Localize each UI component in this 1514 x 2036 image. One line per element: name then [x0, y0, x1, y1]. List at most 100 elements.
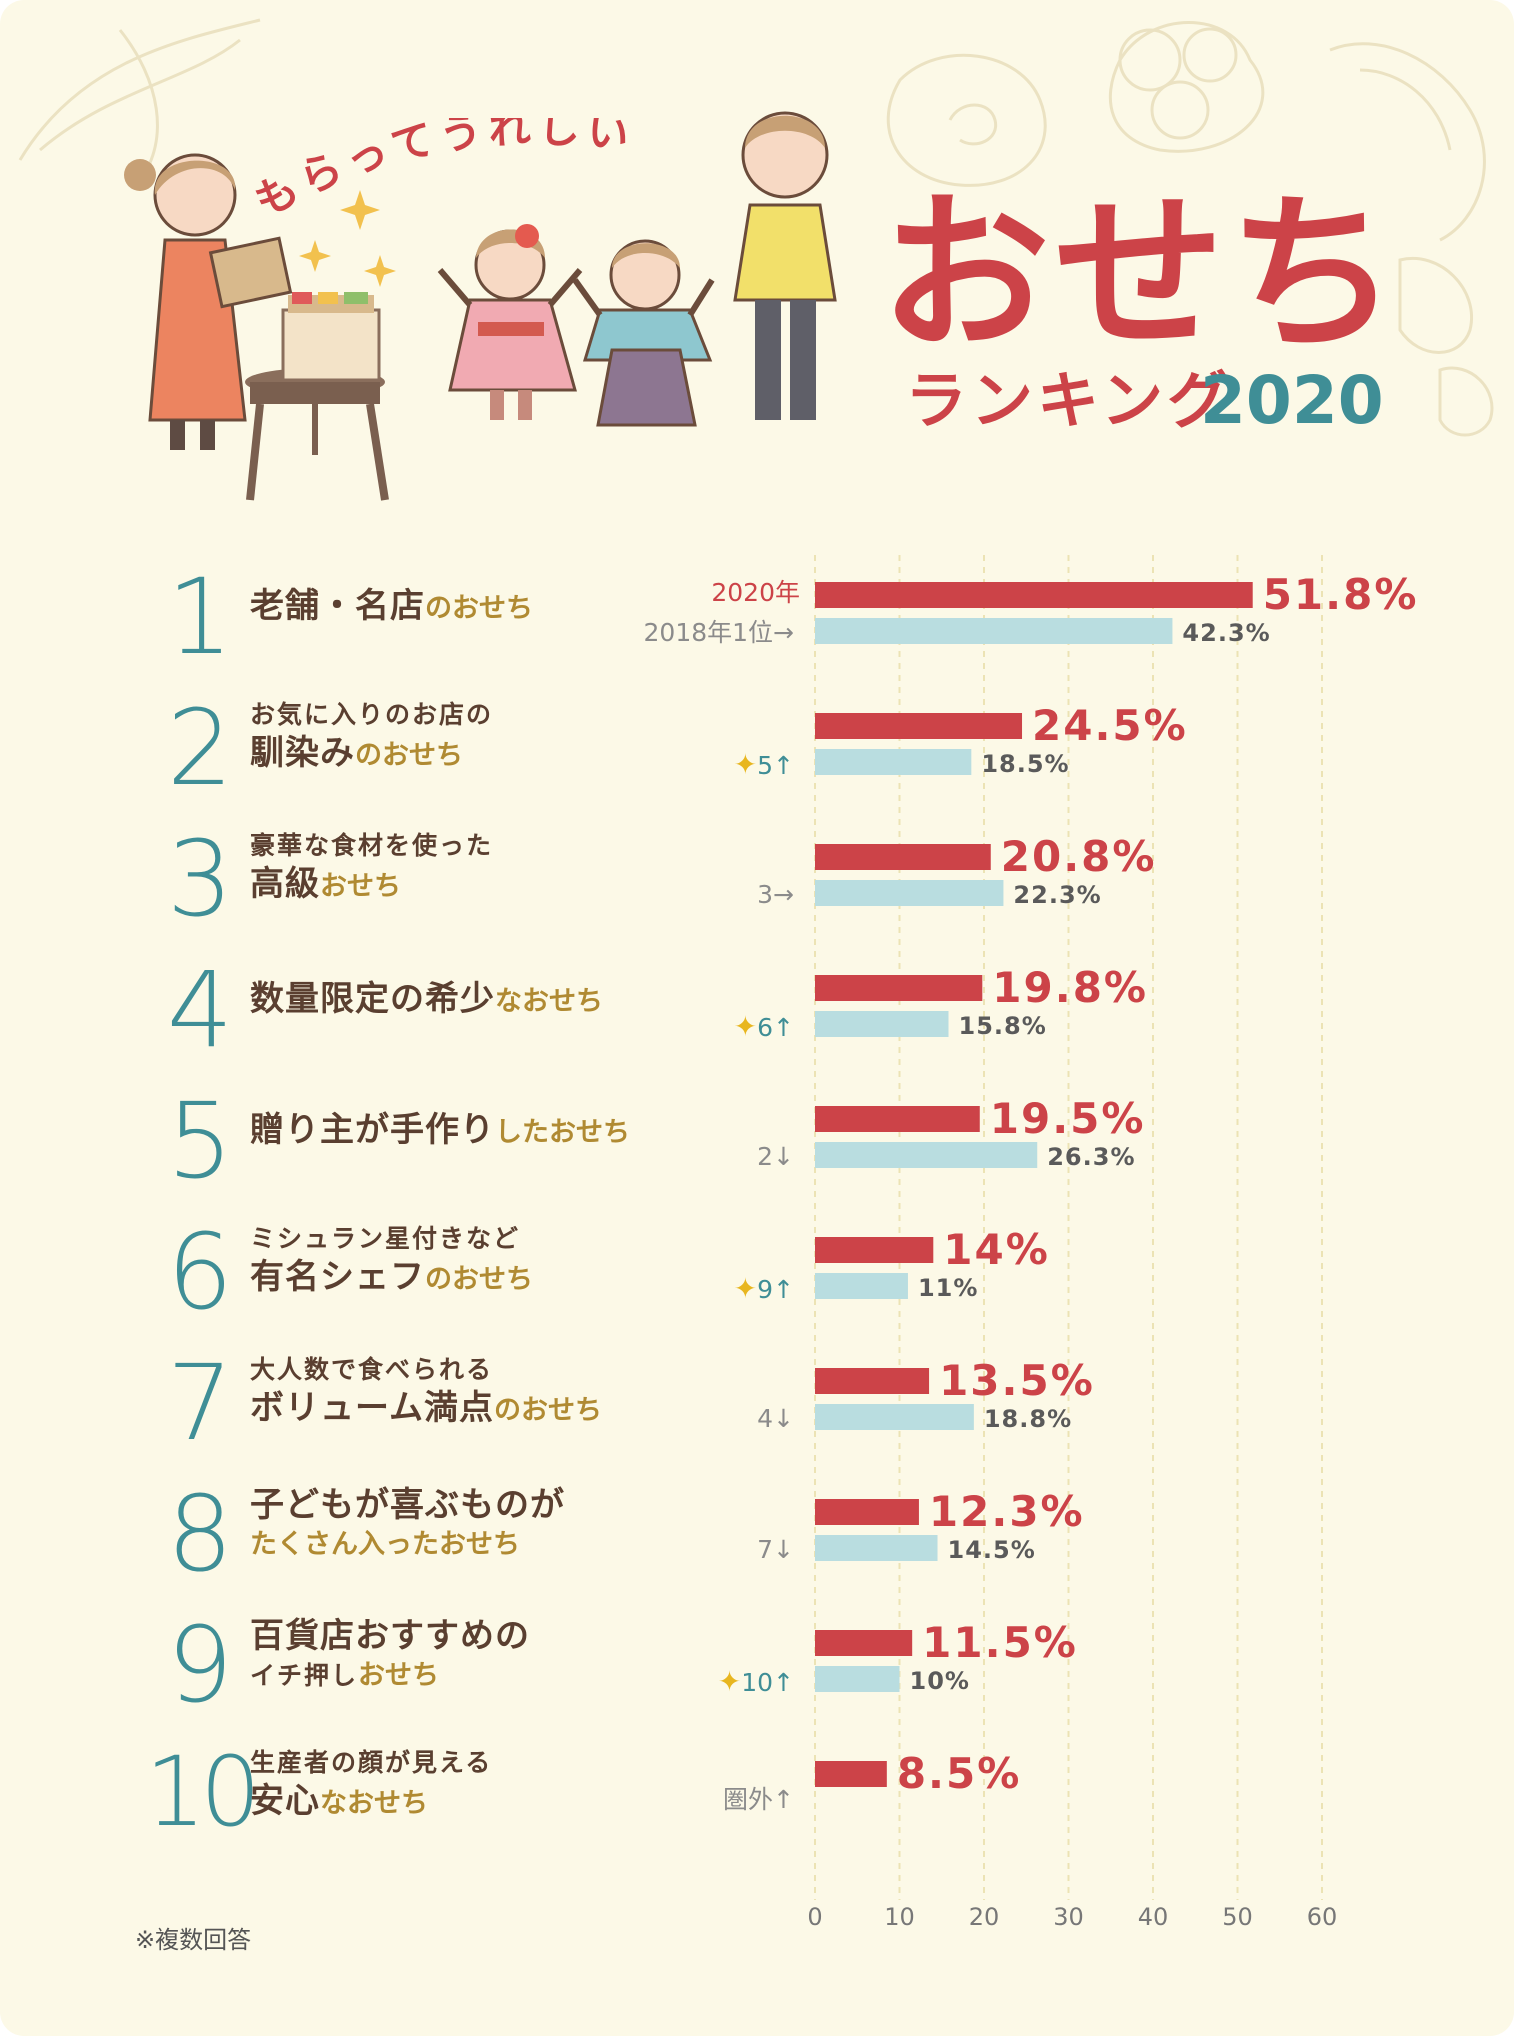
rank-label-line1: 子どもが喜ぶものが	[250, 1485, 565, 1525]
rank-number: 2	[166, 687, 234, 809]
previous-rank-indicator: ✦10↑	[718, 1668, 794, 1696]
previous-rank-text: 2↓	[757, 1142, 794, 1171]
rank-number: 3	[166, 818, 234, 940]
rank-label-main: 馴染み	[250, 732, 355, 773]
rank-number: 7	[166, 1342, 234, 1464]
previous-rank-text: 5↑	[757, 751, 794, 780]
previous-rank-indicator: 圏外↑	[723, 1787, 794, 1812]
rank-number: 9	[166, 1604, 234, 1726]
bar-2018	[815, 1535, 938, 1561]
legend-2018: 2018年1位→	[643, 618, 794, 647]
sparkle-icons	[299, 190, 396, 287]
mother-figure	[124, 153, 293, 450]
value-label-2018: 14.5%	[948, 1536, 1036, 1564]
value-label-2020: 11.5%	[922, 1618, 1078, 1667]
previous-rank-indicator: ✦6↑	[734, 1013, 794, 1041]
previous-rank-text: 10↑	[741, 1668, 794, 1697]
rank-label-main: 高級	[250, 863, 320, 904]
previous-rank-indicator: 4↓	[757, 1406, 794, 1431]
bar-2020	[815, 1106, 980, 1132]
x-tick-label: 30	[1053, 1903, 1084, 1931]
page-subtitle: ランキング	[905, 364, 1234, 437]
bar-2018	[815, 1142, 1038, 1168]
page-title: おせち	[880, 176, 1403, 374]
rank-label: 豪華な食材を使った 高級おせち	[250, 832, 493, 903]
rank-label-line2: たくさん入ったおせち	[250, 1530, 565, 1560]
header-illustration	[18, 18, 1494, 501]
bar-2018	[815, 618, 1173, 644]
rank-label-line2: イチ押しおせち	[250, 1661, 530, 1691]
value-label-2020: 14%	[943, 1225, 1050, 1274]
value-label-2018: 15.8%	[959, 1012, 1047, 1040]
bar-2018	[815, 1011, 949, 1037]
bar-2018	[815, 1666, 900, 1692]
bar-2020	[815, 713, 1023, 739]
x-tick-label: 50	[1222, 1903, 1253, 1931]
bar-2020	[815, 1499, 919, 1525]
rank-label-line2: 贈り主が手作りしたおせち	[250, 1111, 630, 1149]
previous-rank-text: 7↓	[757, 1535, 794, 1564]
sparkle-icon: ✦	[733, 1010, 758, 1043]
rank-label-main: ボリューム満点	[250, 1387, 494, 1428]
rank-label: 生産者の顔が見える安心なおせち	[250, 1749, 492, 1820]
rank-label-line2: 老舗・名店のおせち	[250, 586, 533, 626]
rank-number: 10	[144, 1736, 261, 1848]
rank-label-line1: 百貨店おすすめの	[250, 1616, 530, 1656]
value-label-2018: 42.3%	[1182, 619, 1270, 647]
value-label-2020: 19.8%	[992, 963, 1148, 1012]
rank-label-main: イチ押し	[250, 1661, 359, 1691]
page-year: 2020	[1200, 362, 1384, 439]
x-tick-label: 60	[1307, 1903, 1338, 1931]
rank-label-accent: なおせち	[495, 986, 603, 1017]
bar-2018	[815, 1273, 908, 1299]
previous-rank-text: 3→	[757, 880, 794, 909]
previous-rank-text: 9↑	[757, 1275, 794, 1304]
bar-2018	[815, 1404, 974, 1430]
rank-label-main: 老舗・名店	[250, 586, 425, 626]
rank-label-line1: ミシュラン星付きなど	[250, 1224, 521, 1253]
rank-label: 贈り主が手作りしたおせち	[250, 1111, 630, 1149]
ranking-chart: 0 10 20 30 40 50 60 51.8% 42.3% 24.5% 18.5% 20.8% 22…	[0, 540, 1514, 1960]
rank-label-line2: 安心なおせち	[250, 1782, 492, 1820]
value-label-2020: 19.5%	[990, 1094, 1146, 1143]
rank-label-line2: 数量限定の希少なおせち	[250, 980, 603, 1018]
rank-label-accent: なおせち	[320, 1787, 428, 1819]
catchphrase: もらってうれしい	[255, 118, 632, 226]
rank-number: 6	[166, 1211, 234, 1333]
bar-2020	[815, 1630, 913, 1656]
rank-label-line2: 有名シェフのおせち	[250, 1258, 533, 1296]
boy-in-hakama-figure	[572, 239, 715, 427]
sparkle-icon: ✦	[733, 748, 758, 781]
rank-number: 5	[166, 1080, 234, 1202]
value-label-2018: 22.3%	[1013, 881, 1101, 909]
value-label-2018: 11%	[918, 1274, 978, 1302]
rank-label-line1: 生産者の顔が見える	[250, 1748, 493, 1777]
rank-label: お気に入りのお店の 馴染みのおせち	[250, 701, 493, 772]
bar-2020	[815, 975, 983, 1001]
rank-label: ミシュラン星付きなど有名シェフのおせち	[250, 1225, 533, 1296]
rank-label: 老舗・名店のおせち	[250, 586, 533, 626]
background-line-art	[18, 18, 1494, 437]
girl-in-kimono-figure	[437, 224, 583, 420]
legend-2020: 2020年	[711, 578, 800, 607]
previous-rank-indicator: ✦5↑	[734, 751, 794, 779]
previous-rank-text: 4↓	[757, 1404, 794, 1433]
x-tick-label: 0	[807, 1903, 822, 1931]
father-figure	[733, 111, 837, 420]
value-label-2020: 24.5%	[1032, 701, 1188, 750]
rank-label-accent: たくさん入ったおせち	[250, 1529, 520, 1561]
sparkle-icon: ✦	[717, 1665, 742, 1698]
previous-rank-text: 圏外↑	[723, 1785, 794, 1814]
rank-number: 1	[166, 556, 234, 678]
x-tick-label: 40	[1138, 1903, 1169, 1931]
previous-rank-text: 6↑	[757, 1013, 794, 1042]
x-tick-label: 10	[884, 1903, 915, 1931]
rank-label-line1: お気に入りのお店の	[250, 700, 494, 729]
value-label-2020: 13.5%	[939, 1356, 1095, 1405]
bar-2020	[815, 1368, 930, 1394]
bar-chart-svg: 0 10 20 30 40 50 60 51.8%42.3% 24.5%18.5% 20.8%22…	[807, 555, 1416, 1931]
bar-2020	[815, 1237, 934, 1263]
rank-label-line2: ボリューム満点のおせち	[250, 1387, 602, 1428]
rank-label-accent: のおせち	[425, 593, 533, 624]
